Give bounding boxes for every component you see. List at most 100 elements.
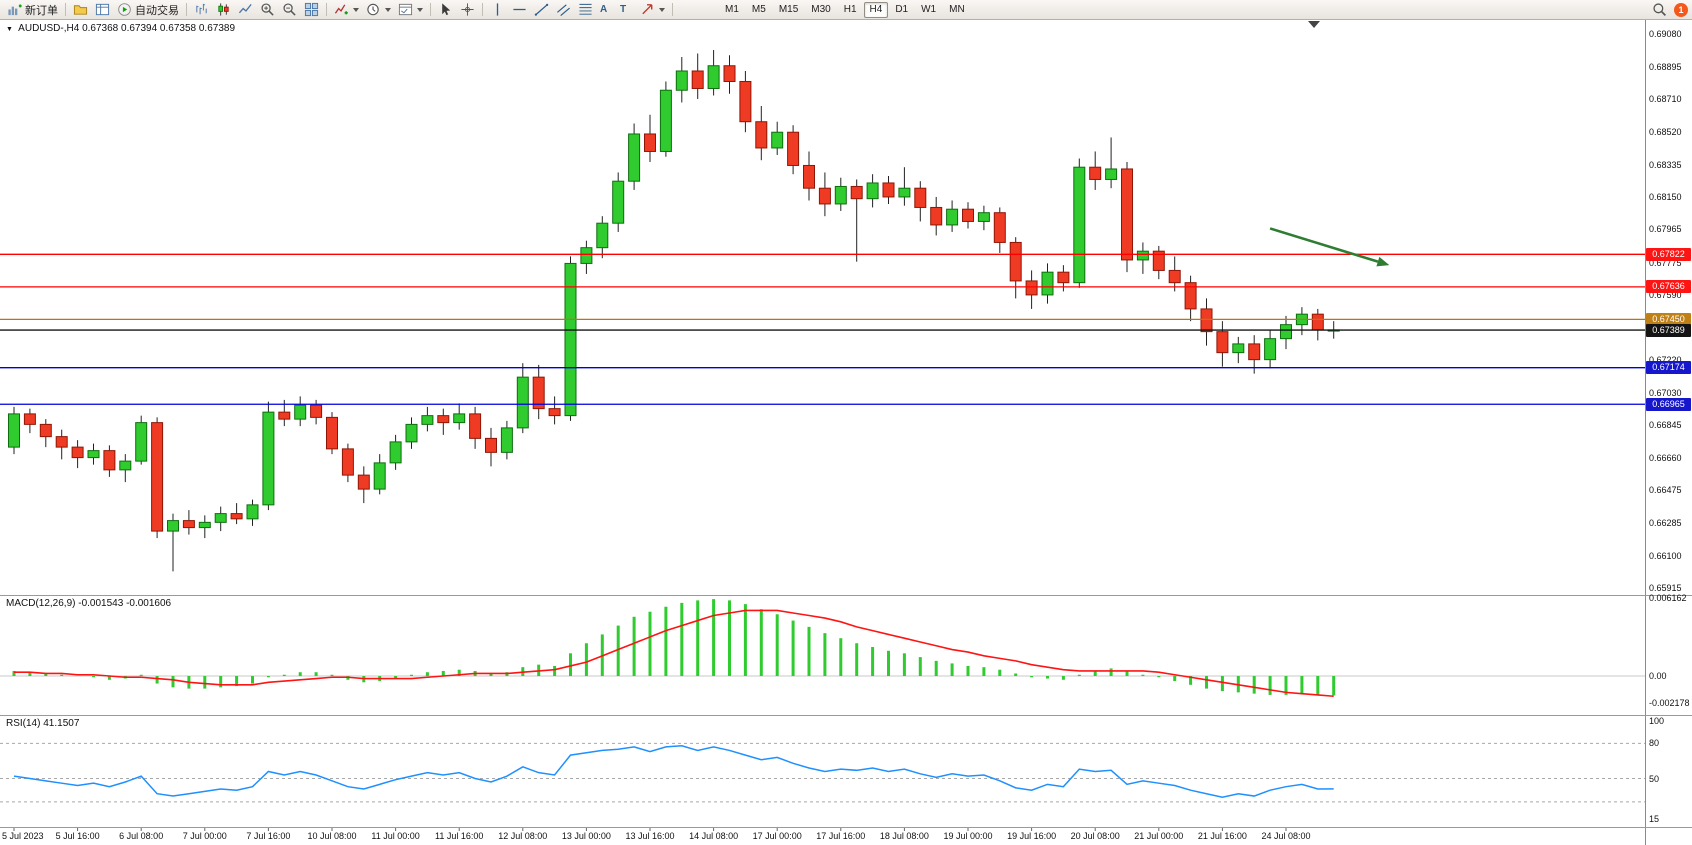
bar-chart-button[interactable] bbox=[191, 1, 212, 18]
candle bbox=[1232, 343, 1245, 354]
candle bbox=[914, 187, 927, 208]
timeframe-H4[interactable]: H4 bbox=[863, 1, 889, 18]
clock-icon bbox=[366, 2, 381, 17]
candlestick-chart-button[interactable] bbox=[213, 1, 234, 18]
timeframe-M15[interactable]: M15 bbox=[773, 2, 804, 18]
candle bbox=[675, 70, 688, 91]
candle bbox=[1136, 250, 1149, 261]
candle bbox=[341, 448, 354, 476]
tile-windows-button[interactable] bbox=[301, 1, 322, 18]
candle bbox=[803, 164, 815, 189]
time-axis[interactable]: 5 Jul 2023 5 Jul 16:00 6 Jul 08:00 7 Jul 00… bbox=[0, 827, 1645, 845]
templates-button[interactable] bbox=[395, 1, 426, 18]
main-chart-header: ▼ AUDUSD-,H4 0.67368 0.67394 0.67358 0.6… bbox=[6, 23, 235, 34]
cursor-button[interactable] bbox=[435, 1, 456, 18]
candle bbox=[500, 427, 513, 453]
candle bbox=[755, 121, 768, 149]
chevron-down-icon bbox=[659, 7, 665, 12]
timeframe-M5[interactable]: M5 bbox=[746, 2, 772, 18]
candle bbox=[1168, 269, 1181, 284]
candle bbox=[1025, 280, 1038, 296]
time-axis-label: 17 Jul 16:00 bbox=[816, 831, 866, 841]
indicators-button[interactable] bbox=[331, 1, 362, 18]
auto-trading-button[interactable]: 自动交易 bbox=[114, 1, 182, 18]
candle bbox=[882, 182, 895, 198]
periods-button[interactable] bbox=[363, 1, 394, 18]
separator bbox=[65, 3, 66, 16]
price-axis-label: 0.66475 bbox=[1649, 484, 1682, 495]
vertical-line-icon bbox=[490, 2, 505, 17]
rsi-axis-label: 15 bbox=[1649, 814, 1660, 825]
panel-splitter[interactable] bbox=[0, 715, 1692, 716]
time-axis-label: 5 Jul 2023 bbox=[2, 831, 44, 841]
candle bbox=[659, 89, 672, 152]
macd-signal-line bbox=[14, 609, 1334, 698]
timeframe-H1[interactable]: H1 bbox=[838, 2, 863, 18]
macd-axis-label: 0.006162 bbox=[1649, 593, 1687, 604]
profiles-button[interactable] bbox=[70, 1, 91, 18]
price-axis-label: 0.66845 bbox=[1649, 420, 1682, 431]
horizontal-line-button[interactable] bbox=[509, 1, 530, 18]
timeframe-D1[interactable]: D1 bbox=[889, 2, 914, 18]
candle bbox=[310, 404, 323, 418]
notification-badge[interactable]: 1 bbox=[1674, 2, 1688, 17]
candle bbox=[55, 436, 68, 448]
timeframe-M30[interactable]: M30 bbox=[805, 2, 836, 18]
candle bbox=[612, 180, 625, 224]
candle bbox=[485, 437, 497, 453]
candle bbox=[1073, 166, 1086, 284]
cursor-icon bbox=[438, 2, 453, 17]
time-axis-label: 17 Jul 00:00 bbox=[752, 831, 802, 841]
price-axis-label: 0.67965 bbox=[1649, 224, 1682, 235]
zoom-in-button[interactable] bbox=[257, 1, 278, 18]
candle bbox=[771, 131, 784, 149]
search-button[interactable] bbox=[1649, 1, 1670, 18]
candle bbox=[389, 441, 402, 464]
candle bbox=[596, 222, 609, 249]
candle bbox=[834, 185, 847, 205]
candle bbox=[707, 65, 720, 89]
chevron-down-icon bbox=[417, 7, 423, 12]
candle bbox=[1280, 324, 1292, 340]
time-axis-label: 21 Jul 00:00 bbox=[1134, 831, 1184, 841]
price-axis-label: 0.68150 bbox=[1649, 191, 1682, 202]
crosshair-button[interactable] bbox=[457, 1, 478, 18]
chart-shift-marker[interactable] bbox=[1308, 21, 1320, 28]
trend-arrow-annotation[interactable] bbox=[1269, 227, 1379, 263]
text-tool-button[interactable]: A bbox=[597, 1, 616, 18]
chart-dropdown-icon[interactable]: ▼ bbox=[6, 26, 13, 33]
price-axis-label: 0.66660 bbox=[1649, 452, 1682, 463]
price-axis-label: 0.68335 bbox=[1649, 159, 1682, 170]
candle bbox=[373, 462, 386, 490]
candle bbox=[1089, 166, 1102, 180]
label-tool-icon: T bbox=[620, 4, 627, 15]
timeframe-W1[interactable]: W1 bbox=[915, 2, 942, 18]
time-axis-label: 14 Jul 08:00 bbox=[689, 831, 739, 841]
candle bbox=[1264, 338, 1277, 361]
candle bbox=[898, 187, 911, 198]
price-axis-label: 0.66285 bbox=[1649, 518, 1682, 529]
zoom-out-button[interactable] bbox=[279, 1, 300, 18]
chevron-down-icon bbox=[353, 7, 359, 12]
channel-button[interactable] bbox=[553, 1, 574, 18]
fibonacci-button[interactable] bbox=[575, 1, 596, 18]
macd-plot[interactable] bbox=[0, 596, 1645, 713]
arrows-tool-button[interactable] bbox=[637, 1, 668, 18]
candle bbox=[930, 206, 943, 226]
timeframe-MN[interactable]: MN bbox=[943, 2, 971, 18]
label-tool-button[interactable]: T bbox=[617, 1, 636, 18]
new-order-button[interactable]: 新订单 bbox=[4, 1, 61, 18]
new-order-icon bbox=[7, 2, 22, 17]
candlestick-chart-icon bbox=[216, 2, 231, 17]
auto-trading-label: 自动交易 bbox=[135, 4, 179, 17]
line-chart-button[interactable] bbox=[235, 1, 256, 18]
price-axis-separator bbox=[1645, 19, 1646, 845]
price-axis-label: 0.67590 bbox=[1649, 289, 1682, 300]
vertical-line-button[interactable] bbox=[487, 1, 508, 18]
panel-splitter[interactable] bbox=[0, 595, 1692, 596]
timeframe-M1[interactable]: M1 bbox=[719, 2, 745, 18]
market-watch-button[interactable] bbox=[92, 1, 113, 18]
time-axis-label: 7 Jul 00:00 bbox=[182, 831, 227, 841]
trendline-button[interactable] bbox=[531, 1, 552, 18]
